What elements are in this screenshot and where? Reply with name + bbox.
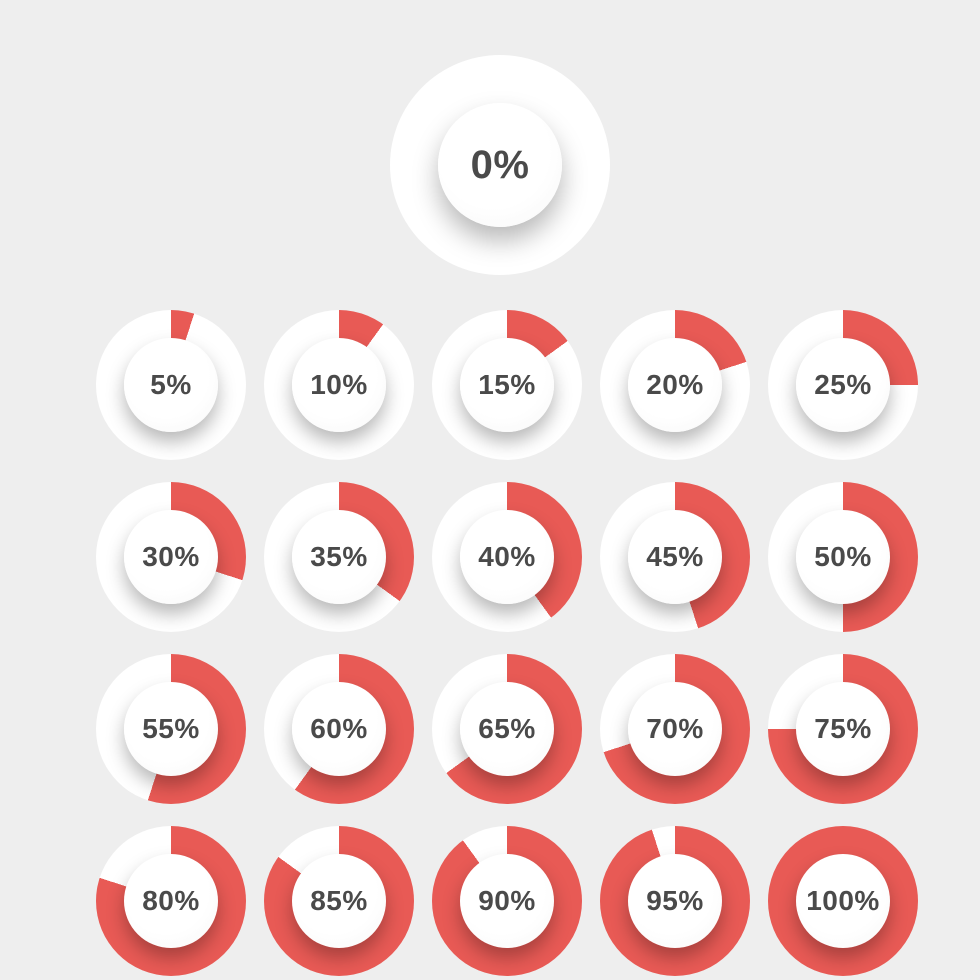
donut-inner: 30% bbox=[124, 510, 218, 604]
donut-60: 60% bbox=[264, 654, 414, 804]
donut-30: 30% bbox=[96, 482, 246, 632]
donut-35: 35% bbox=[264, 482, 414, 632]
donut-inner: 10% bbox=[292, 338, 386, 432]
donut-label: 50% bbox=[814, 541, 872, 573]
donut-inner: 45% bbox=[628, 510, 722, 604]
donut-label: 100% bbox=[806, 885, 880, 917]
donut-label: 95% bbox=[646, 885, 704, 917]
donut-label: 40% bbox=[478, 541, 536, 573]
donut-label: 45% bbox=[646, 541, 704, 573]
donut-label: 80% bbox=[142, 885, 200, 917]
donut-label: 5% bbox=[150, 369, 191, 401]
donut-inner: 85% bbox=[292, 854, 386, 948]
donut-label: 30% bbox=[142, 541, 200, 573]
donut-100: 100% bbox=[768, 826, 918, 976]
donut-25: 25% bbox=[768, 310, 918, 460]
donut-inner: 40% bbox=[460, 510, 554, 604]
donut-inner: 15% bbox=[460, 338, 554, 432]
donut-label: 20% bbox=[646, 369, 704, 401]
donut-5: 5% bbox=[96, 310, 246, 460]
donut-inner: 75% bbox=[796, 682, 890, 776]
donut-inner: 20% bbox=[628, 338, 722, 432]
donut-label: 70% bbox=[646, 713, 704, 745]
donut-40: 40% bbox=[432, 482, 582, 632]
donut-75: 75% bbox=[768, 654, 918, 804]
donut-label: 60% bbox=[310, 713, 368, 745]
donut-70: 70% bbox=[600, 654, 750, 804]
donut-label: 75% bbox=[814, 713, 872, 745]
donut-inner: 35% bbox=[292, 510, 386, 604]
donut-45: 45% bbox=[600, 482, 750, 632]
donut-inner: 100% bbox=[796, 854, 890, 948]
donut-85: 85% bbox=[264, 826, 414, 976]
donut-inner: 25% bbox=[796, 338, 890, 432]
donut-label: 85% bbox=[310, 885, 368, 917]
percentage-donut-set: 0% 5% 10% 15% 20% 25% 30% 35% 40% 45% 50% 55% 60% 65%… bbox=[0, 0, 980, 980]
donut-label: 65% bbox=[478, 713, 536, 745]
donut-label: 10% bbox=[310, 369, 368, 401]
donut-inner: 60% bbox=[292, 682, 386, 776]
donut-label: 55% bbox=[142, 713, 200, 745]
donut-label: 90% bbox=[478, 885, 536, 917]
donut-65: 65% bbox=[432, 654, 582, 804]
donut-0: 0% bbox=[390, 55, 610, 275]
donut-label: 0% bbox=[471, 143, 530, 188]
donut-90: 90% bbox=[432, 826, 582, 976]
donut-inner: 65% bbox=[460, 682, 554, 776]
donut-95: 95% bbox=[600, 826, 750, 976]
donut-inner: 70% bbox=[628, 682, 722, 776]
donut-inner: 55% bbox=[124, 682, 218, 776]
donut-label: 35% bbox=[310, 541, 368, 573]
donut-80: 80% bbox=[96, 826, 246, 976]
donut-50: 50% bbox=[768, 482, 918, 632]
donut-label: 15% bbox=[478, 369, 536, 401]
donut-inner: 95% bbox=[628, 854, 722, 948]
donut-inner: 0% bbox=[438, 103, 562, 227]
donut-inner: 50% bbox=[796, 510, 890, 604]
donut-label: 25% bbox=[814, 369, 872, 401]
donut-15: 15% bbox=[432, 310, 582, 460]
donut-inner: 90% bbox=[460, 854, 554, 948]
donut-inner: 80% bbox=[124, 854, 218, 948]
donut-10: 10% bbox=[264, 310, 414, 460]
donut-inner: 5% bbox=[124, 338, 218, 432]
donut-55: 55% bbox=[96, 654, 246, 804]
donut-20: 20% bbox=[600, 310, 750, 460]
